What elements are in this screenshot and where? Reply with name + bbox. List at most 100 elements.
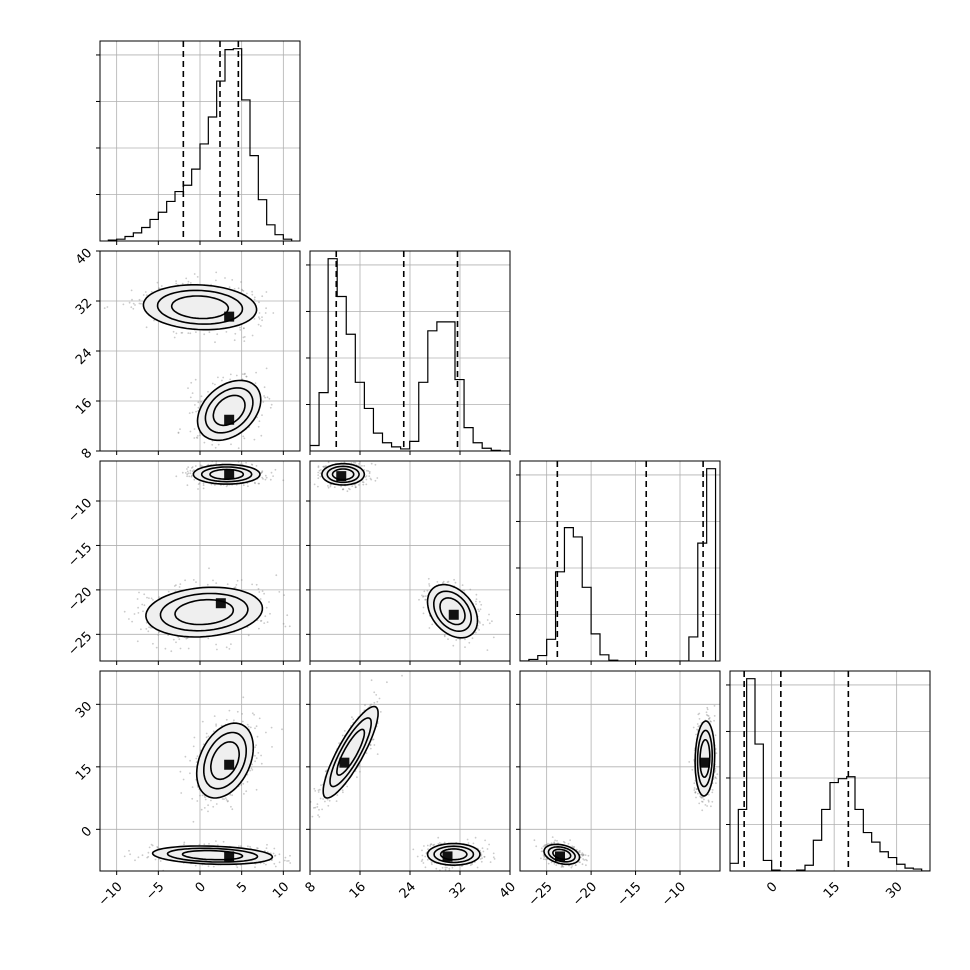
scatter-point <box>214 341 216 344</box>
scatter-point <box>272 852 275 855</box>
scatter-point <box>251 334 254 337</box>
scatter-point <box>366 469 368 472</box>
contour-line <box>192 463 261 485</box>
scatter-point <box>354 483 357 486</box>
scatter-point <box>258 312 261 314</box>
scatter-point <box>240 845 242 848</box>
scatter-point <box>225 718 228 721</box>
scatter-point <box>368 475 371 477</box>
scatter-point <box>239 326 241 329</box>
scatter-point <box>192 745 195 748</box>
scatter-point <box>181 471 184 474</box>
scatter-point <box>342 488 344 491</box>
scatter-point <box>191 474 193 477</box>
scatter-point <box>327 486 330 489</box>
scatter-point <box>269 406 272 409</box>
scatter-point <box>214 383 216 386</box>
scatter-point <box>193 273 196 275</box>
scatter-point <box>368 471 371 473</box>
scatter-point <box>268 601 270 603</box>
scatter-point <box>241 713 244 715</box>
scatter-point <box>274 855 276 857</box>
scatter-point <box>243 437 246 440</box>
scatter-point <box>203 807 206 809</box>
scatter-point <box>319 472 322 475</box>
scatter-point <box>272 312 275 314</box>
scatter-point <box>423 590 426 593</box>
scatter-point <box>231 808 234 811</box>
scatter-point <box>492 636 495 639</box>
scatter-point <box>215 840 217 842</box>
density-mode-1 <box>145 586 264 638</box>
scatter-point <box>325 465 327 468</box>
scatter-point <box>376 477 379 479</box>
scatter-point <box>254 866 256 869</box>
scatter-point <box>188 412 191 414</box>
scatter-point <box>192 820 195 823</box>
scatter-point <box>236 866 239 869</box>
scatter-point <box>428 583 430 585</box>
scatter-point <box>203 843 206 846</box>
scatter-point <box>156 281 159 284</box>
scatter-point <box>469 588 472 591</box>
scatter-point <box>189 396 192 399</box>
scatter-point <box>158 631 161 634</box>
scatter-point <box>478 610 480 612</box>
scatter-point <box>173 336 176 339</box>
scatter-point <box>138 302 141 305</box>
scatter-point <box>187 472 190 475</box>
scatter-point <box>172 638 175 641</box>
scatter-point <box>260 472 263 474</box>
scatter-point <box>258 420 261 423</box>
scatter-point <box>146 596 148 599</box>
histogram-panel-2 <box>516 460 721 662</box>
scatter-point <box>370 462 373 465</box>
scatter-point <box>246 723 249 726</box>
scatter-point <box>283 594 285 596</box>
scatter-point <box>475 631 477 634</box>
scatter-point <box>245 375 248 378</box>
scatter-point <box>208 331 211 334</box>
contour-line <box>212 394 246 427</box>
scatter-point <box>207 463 210 466</box>
scatter-point <box>200 465 203 468</box>
scatter-point <box>173 585 176 587</box>
scatter-point <box>358 484 360 486</box>
scatter-point <box>181 331 184 334</box>
scatter-point <box>282 622 285 625</box>
scatter-point <box>212 730 215 733</box>
scatter-point <box>158 596 161 598</box>
scatter-point <box>191 411 194 414</box>
scatter-point <box>468 641 471 644</box>
scatter-point <box>327 461 330 464</box>
scatter-point <box>242 327 245 330</box>
scatter-point <box>247 725 250 728</box>
scatter-point <box>213 715 216 717</box>
scatter-point <box>264 615 267 618</box>
scatter-point <box>257 752 260 754</box>
scatter-point <box>187 332 190 334</box>
scatter-point <box>183 843 185 846</box>
scatter-point <box>184 755 187 758</box>
scatter-point <box>192 579 195 581</box>
contour-line <box>159 592 249 632</box>
density-peak <box>215 598 226 609</box>
scatter-point <box>207 810 209 813</box>
scatter-point <box>204 798 207 801</box>
scatter-point <box>257 482 260 485</box>
scatter-point <box>251 290 254 293</box>
scatter-point <box>253 318 256 320</box>
scatter-point <box>189 772 191 775</box>
scatter-point <box>184 579 187 582</box>
scatter-point <box>197 401 200 404</box>
scatter-point <box>240 784 243 786</box>
scatter-point <box>289 862 292 864</box>
scatter-point <box>185 277 188 280</box>
scatter-point <box>480 603 483 606</box>
scatter-point <box>354 461 357 464</box>
scatter-point <box>258 316 260 318</box>
scatter-point <box>134 304 136 306</box>
scatter-point <box>364 476 367 478</box>
scatter-point <box>186 473 189 476</box>
scatter-point <box>154 858 157 861</box>
